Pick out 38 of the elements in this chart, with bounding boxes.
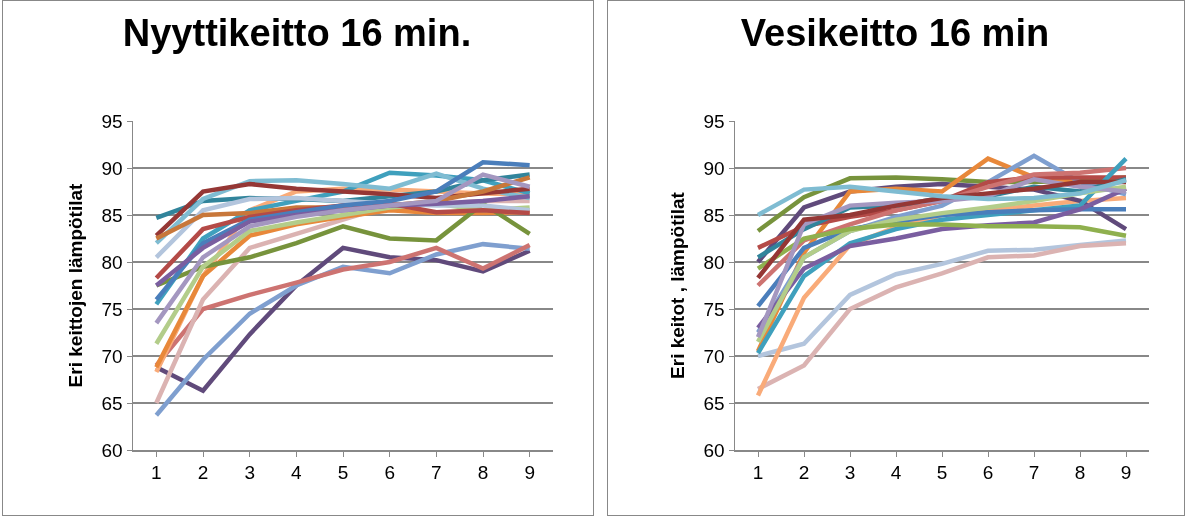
- y-tick-label: 60: [703, 439, 725, 461]
- y-tick-label: 80: [703, 251, 725, 273]
- x-tick-label: 8: [1074, 462, 1086, 484]
- y-tick-label: 80: [101, 251, 123, 273]
- y-tick-label: 95: [101, 110, 123, 132]
- y-tick-label: 85: [703, 204, 725, 226]
- y-axis-title: Eri keittojen lämpötilat: [64, 182, 86, 388]
- x-tick-label: 7: [1028, 462, 1040, 484]
- x-tick-label: 6: [384, 462, 395, 484]
- chart-title: Vesikeitto 16 min: [740, 11, 1050, 54]
- x-tick-label: 1: [151, 462, 162, 484]
- x-tick-label: 3: [844, 462, 856, 484]
- x-tick-label: 5: [936, 462, 948, 484]
- chart-title: Nyyttikeitto 16 min.: [122, 11, 472, 54]
- x-tick-label: 2: [798, 462, 810, 484]
- y-tick-label: 65: [703, 392, 725, 414]
- y-tick-label: 90: [101, 157, 123, 179]
- y-tick-label: 95: [703, 110, 725, 132]
- x-tick-label: 9: [524, 462, 535, 484]
- y-axis-title: Eri keitot , lämpötilat: [666, 191, 688, 379]
- y-tick-label: 90: [703, 157, 725, 179]
- x-tick-label: 4: [890, 462, 902, 484]
- y-tick-label: 75: [703, 298, 725, 320]
- x-tick-label: 5: [337, 462, 349, 484]
- x-tick-label: 9: [1120, 462, 1132, 484]
- y-tick-label: 65: [101, 392, 123, 414]
- x-tick-label: 1: [752, 462, 764, 484]
- y-tick-label: 85: [101, 204, 123, 226]
- y-tick-label: 70: [703, 345, 725, 367]
- x-tick-label: 7: [431, 462, 442, 484]
- x-tick-label: 6: [982, 462, 994, 484]
- x-tick-label: 8: [477, 462, 489, 484]
- x-tick-label: 2: [197, 462, 209, 484]
- x-tick-label: 4: [291, 462, 303, 484]
- x-tick-label: 3: [244, 462, 255, 484]
- y-tick-label: 70: [101, 345, 123, 367]
- y-tick-label: 60: [101, 439, 123, 461]
- y-tick-label: 75: [101, 298, 123, 320]
